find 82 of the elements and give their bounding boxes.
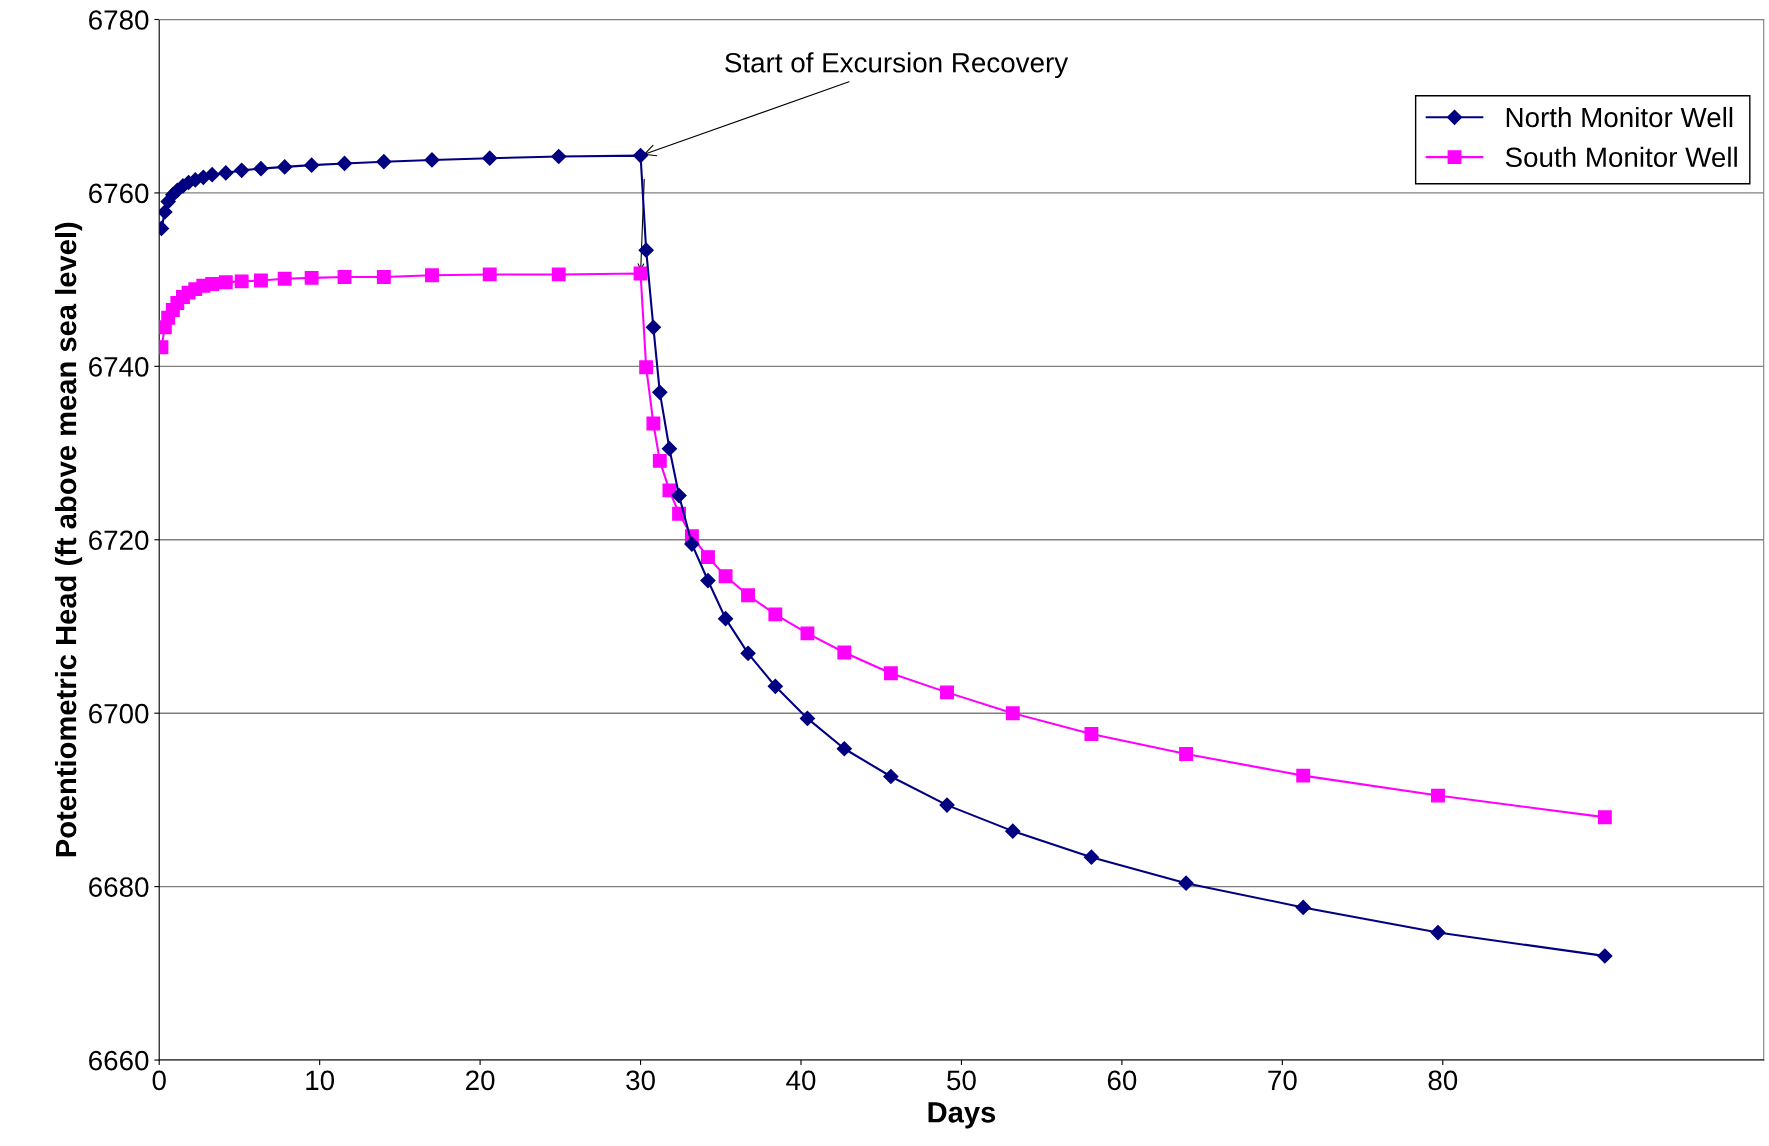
- point: [740, 645, 756, 661]
- point: [883, 666, 898, 681]
- y-tick-label: 6740: [89, 357, 149, 377]
- x-tick-label: 30: [626, 1070, 655, 1091]
- y-axis-title: Potentiometric Head (ft above mean sea level): [54, 222, 83, 857]
- point: [652, 384, 668, 400]
- point: [1005, 706, 1020, 721]
- x-tick-label: 70: [1268, 1070, 1297, 1091]
- point: [837, 645, 852, 660]
- point: [376, 270, 391, 284]
- x-tick-label: 20: [466, 1070, 495, 1091]
- point: [376, 154, 392, 170]
- point: [1178, 875, 1194, 891]
- point: [799, 710, 815, 726]
- point: [1597, 948, 1613, 964]
- point: [277, 159, 293, 175]
- point: [645, 319, 661, 335]
- point: [425, 268, 439, 283]
- point: [939, 797, 955, 813]
- point: [234, 274, 249, 289]
- point: [304, 157, 320, 173]
- legend-label: North Monitor Well: [1506, 106, 1733, 128]
- point: [1084, 727, 1099, 741]
- y-tick-label: 6680: [89, 877, 149, 897]
- point: [218, 165, 234, 181]
- point: [671, 487, 687, 504]
- point: [638, 242, 654, 258]
- point: [253, 161, 269, 177]
- point: [482, 267, 497, 282]
- point: [883, 768, 899, 785]
- point: [1179, 747, 1194, 761]
- point: [1005, 823, 1021, 839]
- point: [718, 569, 733, 584]
- y-tick-label: 6760: [89, 183, 149, 204]
- point: [551, 267, 566, 282]
- y-tick-label: 6660: [89, 1050, 149, 1071]
- y-tick-label: 6700: [89, 703, 149, 724]
- y-tick-label: 6720: [89, 530, 149, 551]
- point: [800, 626, 815, 641]
- point: [424, 152, 440, 168]
- x-tick-label: 80: [1428, 1070, 1458, 1091]
- annotation: Start of Excursion Recovery: [725, 52, 1069, 79]
- point: [661, 441, 678, 457]
- point: [204, 167, 220, 183]
- point: [767, 678, 783, 694]
- point: [1430, 925, 1446, 941]
- point: [304, 270, 319, 285]
- x-tick-label: 50: [947, 1070, 976, 1091]
- point: [1295, 899, 1311, 916]
- point: [646, 416, 661, 431]
- x-tick-label: 0: [152, 1070, 166, 1091]
- point: [336, 155, 353, 171]
- x-tick-label: 10: [306, 1070, 335, 1091]
- point: [940, 685, 954, 700]
- point: [234, 162, 250, 178]
- point: [718, 611, 734, 627]
- point: [159, 204, 173, 220]
- point: [277, 271, 292, 286]
- point: [551, 148, 567, 165]
- point: [1296, 768, 1311, 783]
- point: [741, 588, 756, 603]
- point: [700, 572, 716, 589]
- x-axis-title: Days: [928, 1102, 996, 1129]
- point: [632, 148, 649, 164]
- point: [1083, 849, 1099, 865]
- x-tick-label: 60: [1107, 1070, 1137, 1091]
- point: [205, 277, 220, 291]
- point: [337, 270, 352, 284]
- y-tick-label: 6780: [89, 10, 149, 30]
- legend-label: South Monitor Well: [1505, 146, 1737, 168]
- point: [836, 741, 852, 757]
- point: [639, 360, 654, 375]
- point: [482, 150, 498, 166]
- point: [684, 536, 700, 552]
- point: [700, 550, 715, 565]
- point: [768, 607, 783, 622]
- point: [1597, 810, 1612, 825]
- x-tick-label: 40: [786, 1070, 816, 1091]
- point: [652, 453, 667, 468]
- point: [1431, 788, 1445, 803]
- point: [253, 273, 268, 288]
- point: [218, 275, 233, 290]
